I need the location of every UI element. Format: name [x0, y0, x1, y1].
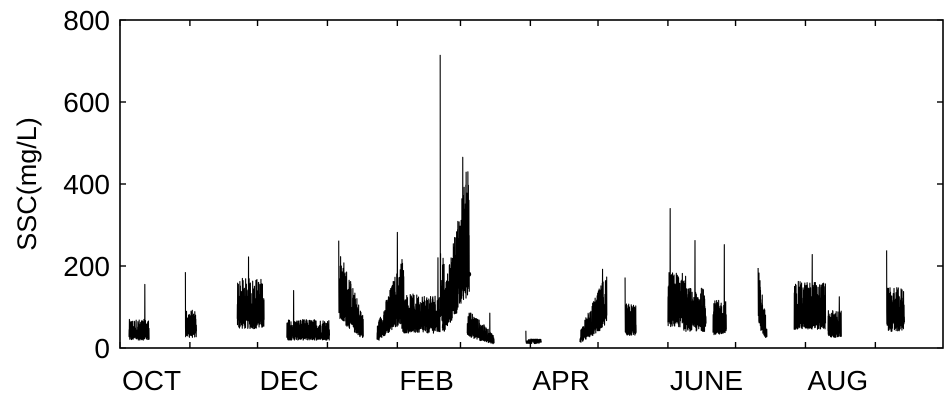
ssc-segment-4	[286, 290, 331, 341]
ssc-segment-12	[579, 268, 608, 343]
x-tick-label: AUG	[807, 365, 868, 396]
ssc-segment-20	[886, 250, 905, 332]
ssc-segment-18	[793, 253, 827, 330]
y-tick-label: 600	[63, 87, 110, 118]
ssc-segment-6	[376, 231, 405, 341]
ssc-point-1	[465, 271, 472, 278]
ssc-segment-9	[441, 156, 470, 332]
ssc-segment-8	[439, 54, 446, 322]
ssc-segment-16	[712, 244, 727, 336]
ssc-segment-15	[683, 240, 707, 332]
x-tick-label: DEC	[260, 365, 319, 396]
x-tick-label: APR	[532, 365, 590, 396]
ssc-segment-11	[525, 330, 542, 345]
ssc-points	[465, 271, 472, 278]
x-tick-label: JUNE	[670, 365, 743, 396]
y-tick-label: 800	[63, 5, 110, 36]
y-axis-label: SSC(mg/L)	[12, 117, 42, 251]
x-tick-label: FEB	[399, 365, 453, 396]
x-axis: OCT DEC FEB APR JUNE AUG	[119, 20, 877, 396]
ssc-series	[128, 54, 905, 345]
x-tick-label: OCT	[122, 365, 181, 396]
y-axis: 0 200 400 600 800	[63, 5, 943, 364]
ssc-segment-19	[827, 296, 842, 338]
ssc-segment-13	[624, 277, 637, 336]
y-tick-label: 200	[63, 251, 110, 282]
ssc-segment-17	[757, 268, 768, 339]
y-tick-label: 0	[94, 333, 110, 364]
ssc-segment-2	[184, 272, 197, 338]
ssc-segment-5	[338, 240, 364, 338]
ssc-segment-3	[236, 256, 265, 330]
ssc-segment-1	[128, 283, 150, 341]
ssc-segment-10	[466, 312, 495, 345]
y-tick-label: 400	[63, 169, 110, 200]
ssc-segment-14	[667, 208, 687, 328]
ssc-segment-7	[401, 257, 441, 334]
